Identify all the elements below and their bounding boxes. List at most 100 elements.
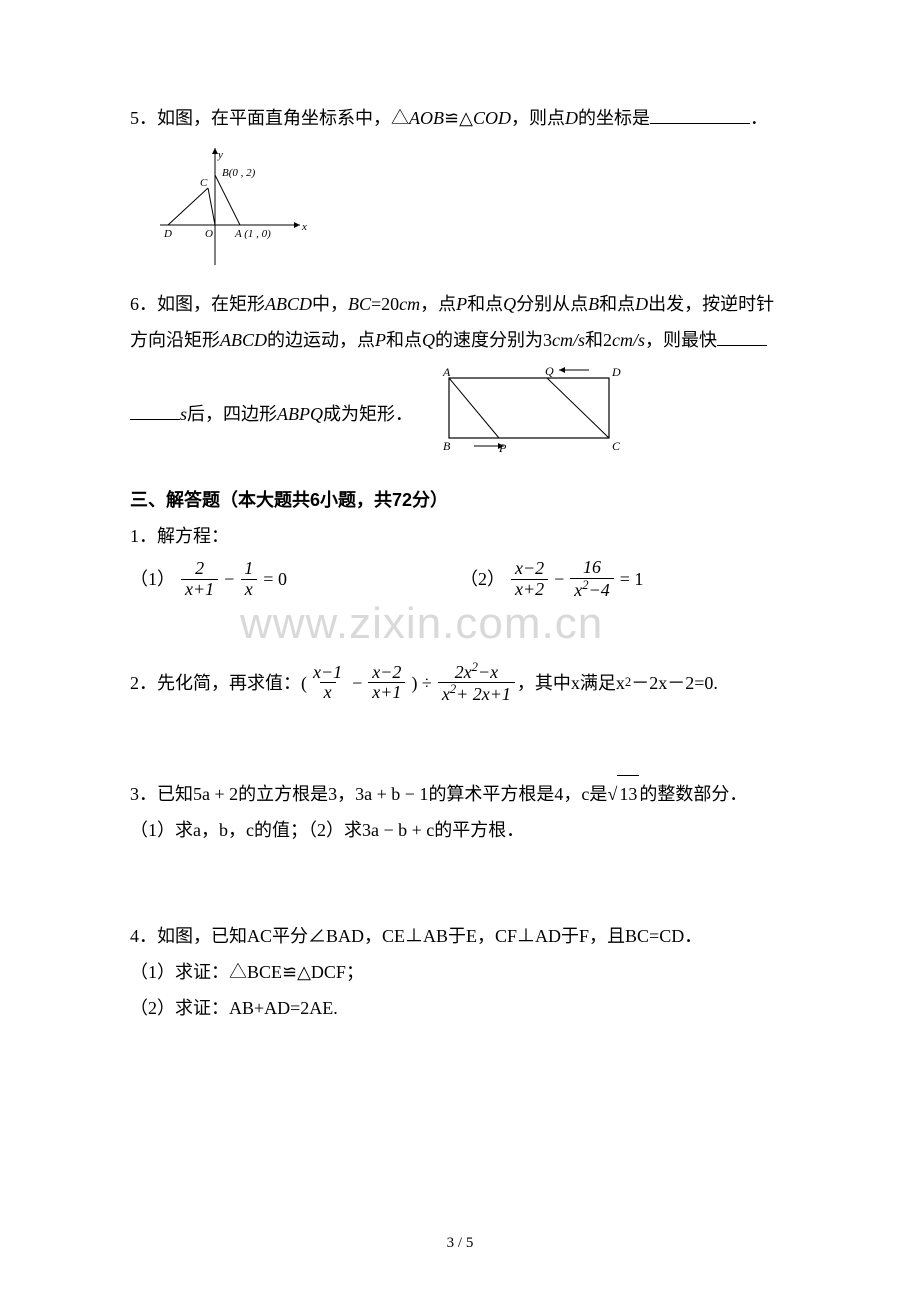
eq1-frac1: 2 x+1: [181, 559, 218, 600]
q6-eq: =20: [371, 294, 399, 314]
q6-p2: P: [375, 330, 386, 350]
q6-q: Q: [503, 294, 516, 314]
rect-a: A: [442, 365, 451, 379]
q6-l1f: 和点: [599, 294, 635, 314]
q5-dot: ．: [750, 108, 768, 128]
p4-l3: （2）求证：AB+AD=2AE.: [130, 990, 790, 1026]
q5-cod: COD: [473, 108, 511, 128]
q6-abpq: ABPQ: [277, 404, 323, 424]
problem-1-title: 1．解方程：: [130, 518, 790, 554]
q6-q2: Q: [422, 330, 435, 350]
q6-s: s: [180, 404, 187, 424]
q6-cms2: cm/s: [612, 330, 645, 350]
p2-frac2: x−2 x+1: [368, 663, 405, 704]
p3-e2: 3a + b − 1: [355, 784, 428, 804]
q5-figure: y x B(0 , 2) A (1 , 0) C D O: [150, 140, 790, 282]
rect-b: B: [443, 439, 451, 453]
q6-l2a: 方向沿矩形: [130, 330, 220, 350]
page-container: 5．如图，在平面直角坐标系中，△AOB≌△COD，则点D的坐标是． y x B(…: [0, 0, 920, 1302]
q6-blank1: [717, 327, 767, 346]
p2-f3d-a: x: [442, 684, 450, 704]
point-c-label: C: [200, 177, 208, 189]
section-3-title: 三、解答题（本大题共6小题，共72分）: [130, 482, 790, 518]
q6-p: P: [456, 294, 467, 314]
q6-l2f: ，则最快: [645, 330, 717, 350]
p3-l1d: 的整数部分．: [639, 784, 747, 804]
q5-blank: [650, 105, 750, 124]
eq1-f1d: x+1: [181, 579, 218, 600]
page-number: 3 / 5: [0, 1228, 920, 1258]
q5-tail: 的坐标是: [578, 108, 650, 128]
q5-d: D: [565, 108, 578, 128]
q6-l2c: 和点: [386, 330, 422, 350]
rect-q: Q: [545, 364, 554, 378]
question-6: 6．如图，在矩形ABCD中，BC=20cm，点P和点Q分别从点B和点D出发，按逆…: [130, 286, 790, 322]
question-6-line2: 方向沿矩形ABCD的边运动，点P和点Q的速度分别为3cm/s和2cm/s，则最快: [130, 322, 790, 358]
q6-figure: A D B C P Q: [429, 358, 629, 470]
p2-rpar-div: ) ÷: [411, 665, 431, 701]
q6-abcd2: ABCD: [220, 330, 267, 350]
q6-l1b: 中，: [312, 294, 348, 314]
q6-l3b: 后，四边形: [187, 404, 277, 424]
p4-l1: 4．如图，已知AC平分∠BAD，CE⊥AB于E，CF⊥AD于F，且BC=CD．: [130, 918, 790, 954]
eq2-f2n: 16: [579, 558, 605, 578]
p2-f3d: x2+ 2x+1: [438, 682, 515, 705]
y-axis-label: y: [217, 149, 223, 161]
q5-cong: ≌△: [444, 108, 473, 128]
q6-l2d: 的速度分别为3: [435, 330, 552, 350]
p2-pre: 2．先化简，再求值：: [130, 665, 301, 701]
q6-l1c: ，点: [420, 294, 456, 314]
p2-tail: ，其中x满足x: [517, 665, 625, 701]
q6-b: B: [588, 294, 599, 314]
p3-l2: （1）求a，b，c的值；（2）求: [130, 820, 362, 840]
sqrt-13: √13: [607, 775, 639, 812]
question-5: 5．如图，在平面直角坐标系中，△AOB≌△COD，则点D的坐标是 ．: [130, 100, 790, 136]
problem-3-line2: （1）求a，b，c的值；（2）求3a − b + c的平方根．: [130, 812, 790, 848]
p2-f3d-b: + 2x+1: [456, 684, 511, 704]
p4-l2: （1）求证：△BCE≌△DCF；: [130, 954, 790, 990]
q6-cms: cm/s: [552, 330, 585, 350]
p3-l2b: 的平方根．: [434, 820, 524, 840]
eq1-label: （1）: [130, 561, 175, 597]
q6-l2b: 的边运动，点: [267, 330, 375, 350]
q6-l1d: 和点: [467, 294, 503, 314]
x-axis-label: x: [301, 221, 307, 233]
rect-d: D: [611, 365, 621, 379]
q6-l1g: 出发，按逆时针: [648, 294, 774, 314]
q6-d: D: [635, 294, 648, 314]
eq1-minus: −: [224, 561, 234, 597]
p3-e3: 3a − b + c: [362, 820, 434, 840]
q6-l1e: 分别从点: [516, 294, 588, 314]
coordinate-graph: y x B(0 , 2) A (1 , 0) C D O: [150, 140, 320, 270]
p2-lpar: (: [301, 665, 307, 701]
rect-p: P: [498, 441, 507, 455]
p2-frac1: x−1 x: [309, 663, 346, 704]
point-a-label: A (1 , 0): [234, 228, 271, 240]
sqrt-arg: 13: [617, 775, 639, 812]
p3-l1a: 3．已知: [130, 784, 193, 804]
p3-l1c: 的算术平方根是4，c是: [428, 784, 607, 804]
q6-bc: BC: [348, 294, 371, 314]
point-b-label: B(0 , 2): [222, 167, 256, 179]
point-d-label: D: [163, 228, 172, 240]
p3-l1b: 的立方根是3，: [238, 784, 355, 804]
eq1-f2n: 1: [240, 559, 257, 579]
problem-4: 4．如图，已知AC平分∠BAD，CE⊥AB于E，CF⊥AD于F，且BC=CD． …: [130, 918, 790, 1026]
p3-e1: 5a + 2: [193, 784, 238, 804]
eq2-f1n: x−2: [511, 559, 548, 579]
p2-minus: −: [352, 665, 362, 701]
rectangle-diagram: A D B C P Q: [429, 358, 629, 458]
problem-3: 3．已知5a + 2的立方根是3，3a + b − 1的算术平方根是4，c是√1…: [130, 775, 790, 812]
eq1-f1n: 2: [191, 559, 208, 579]
q6-l1a: 6．如图，在矩形: [130, 294, 265, 314]
q6-blank2: [130, 401, 180, 420]
eq2-rhs: = 1: [620, 561, 644, 597]
q5-aob: AOB: [409, 108, 444, 128]
p2-tail2: －2x－2=0.: [631, 665, 718, 701]
q6-abcd: ABCD: [265, 294, 312, 314]
rect-c: C: [612, 439, 621, 453]
q6-cm: cm: [399, 294, 420, 314]
origin-label: O: [205, 228, 213, 240]
q5-text-1: 5．如图，在平面直角坐标系中，△: [130, 108, 409, 128]
q5-mid: ，则点: [511, 108, 565, 128]
